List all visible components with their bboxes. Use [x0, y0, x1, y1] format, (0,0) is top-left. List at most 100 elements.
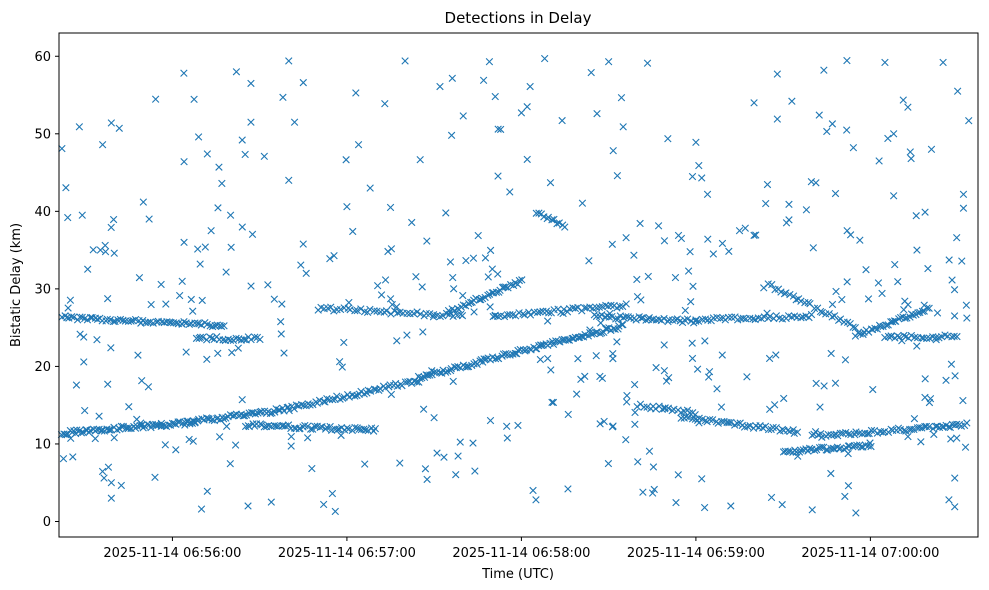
data-point-marker — [107, 344, 115, 352]
data-point-marker — [89, 246, 97, 254]
data-point-marker — [559, 309, 567, 318]
data-point-marker — [564, 485, 572, 493]
data-point-marker — [544, 213, 553, 222]
data-point-marker — [388, 300, 396, 309]
data-point-marker — [809, 244, 817, 252]
data-point-marker — [393, 337, 401, 345]
data-point-marker — [944, 423, 953, 431]
data-point-marker — [947, 435, 955, 443]
data-point-marker — [326, 422, 334, 431]
data-point-marker — [247, 118, 255, 126]
data-point-marker — [743, 373, 751, 381]
data-point-marker — [469, 254, 478, 262]
data-point-marker — [506, 188, 514, 196]
data-point-marker — [578, 199, 587, 207]
data-point-marker — [290, 405, 298, 413]
data-point-marker — [470, 308, 478, 316]
data-point-marker — [226, 211, 235, 219]
data-point-marker — [227, 243, 235, 251]
data-point-marker — [161, 441, 169, 449]
data-point-marker — [763, 180, 772, 189]
data-point-marker — [718, 351, 726, 359]
data-point-marker — [106, 426, 114, 434]
data-point-marker — [752, 231, 760, 239]
data-point-marker — [446, 308, 454, 316]
data-point-marker — [548, 398, 556, 407]
data-point-marker — [197, 505, 206, 513]
data-point-marker — [187, 295, 195, 304]
data-point-marker — [529, 486, 537, 495]
data-point-marker — [961, 443, 970, 451]
data-point-marker — [622, 398, 631, 406]
data-point-marker — [623, 391, 631, 400]
data-point-marker — [689, 282, 697, 290]
data-point-marker — [195, 320, 203, 328]
data-point-marker — [618, 320, 626, 329]
data-point-marker — [506, 310, 514, 319]
data-point-marker — [151, 95, 160, 103]
data-point-marker — [543, 317, 552, 325]
data-point-marker — [401, 57, 409, 65]
data-point-marker — [962, 301, 971, 309]
data-point-marker — [96, 246, 105, 254]
data-point-marker — [107, 494, 116, 502]
data-point-marker — [561, 223, 569, 231]
data-point-marker — [387, 245, 396, 253]
data-point-marker — [486, 416, 495, 425]
data-point-marker — [503, 422, 511, 431]
data-point-marker — [449, 273, 457, 282]
data-point-marker — [921, 208, 929, 216]
data-point-marker — [72, 381, 81, 389]
data-point-marker — [613, 171, 622, 180]
data-point-marker — [436, 312, 444, 321]
data-point-marker — [951, 421, 959, 429]
data-point-marker — [185, 320, 194, 328]
data-point-marker — [898, 337, 906, 345]
data-point-marker — [750, 231, 758, 240]
data-point-marker — [530, 308, 538, 316]
data-point-marker — [526, 82, 534, 91]
data-point-marker — [772, 351, 780, 359]
data-point-marker — [260, 152, 268, 160]
data-point-marker — [197, 321, 205, 329]
data-point-marker — [351, 423, 359, 432]
data-point-marker — [301, 421, 309, 430]
data-point-marker — [366, 387, 375, 395]
data-point-marker — [554, 337, 563, 346]
data-point-marker — [535, 209, 543, 217]
data-point-marker — [157, 280, 165, 289]
data-point-marker — [951, 372, 959, 380]
data-point-marker — [571, 304, 580, 313]
data-point-marker — [805, 444, 814, 452]
data-point-marker — [891, 260, 899, 269]
data-point-marker — [802, 206, 811, 214]
data-point-marker — [104, 380, 112, 388]
data-point-marker — [232, 68, 241, 76]
data-point-marker — [842, 126, 851, 134]
data-point-marker — [693, 365, 702, 373]
data-point-marker — [754, 314, 762, 322]
data-point-marker — [706, 415, 714, 424]
data-point-marker — [492, 288, 501, 296]
data-point-marker — [343, 202, 351, 211]
data-point-marker — [793, 428, 802, 436]
data-point-marker — [461, 363, 469, 371]
data-point-marker — [477, 356, 485, 364]
data-point-marker — [373, 282, 382, 290]
data-point-marker — [695, 161, 703, 170]
data-point-marker — [64, 304, 72, 312]
data-point-marker — [469, 439, 477, 447]
data-point-marker — [688, 172, 697, 181]
data-point-marker — [671, 273, 680, 282]
data-point-marker — [585, 257, 593, 265]
data-point-marker — [536, 308, 544, 316]
data-point-marker — [945, 496, 953, 504]
data-point-marker — [727, 502, 735, 510]
data-point-marker — [287, 442, 295, 450]
data-point-marker — [447, 131, 456, 140]
data-point-marker — [862, 265, 870, 274]
data-point-marker — [727, 418, 735, 427]
data-point-marker — [232, 334, 240, 342]
data-point-marker — [789, 292, 798, 300]
data-point-marker — [786, 447, 794, 456]
